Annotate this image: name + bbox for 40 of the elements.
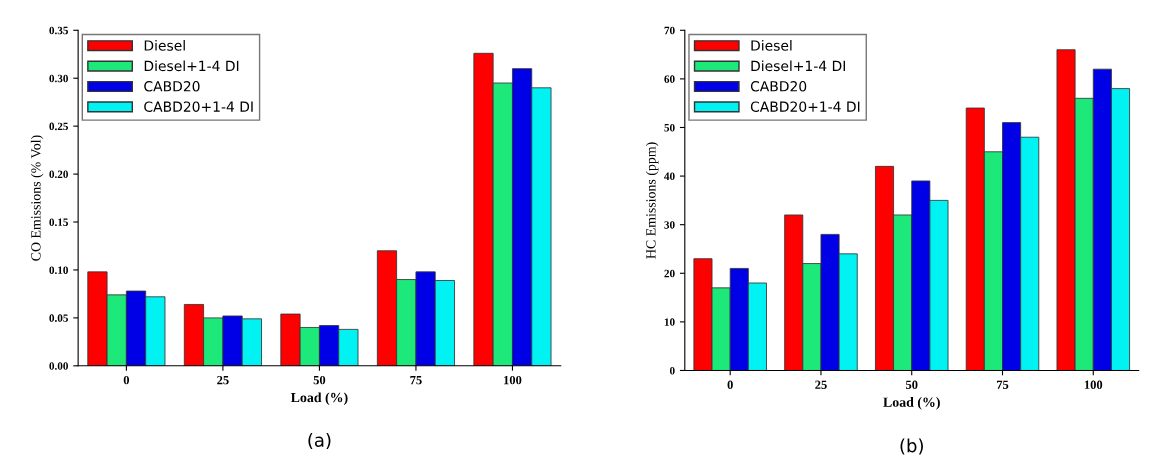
x-tick-label: 100: [504, 375, 522, 385]
y-tick-label: 0.35: [49, 26, 68, 35]
legend-label: CABD20+1-4 DI: [144, 101, 253, 112]
x-axis-title: Load (%): [290, 392, 348, 406]
text: (a): [308, 432, 331, 450]
legend-label: Diesel+1-4 DI: [751, 60, 845, 72]
y-tick-label: 0.10: [49, 266, 68, 274]
x-tick-label: 25: [217, 375, 229, 385]
y-tick-label: 10: [664, 318, 675, 326]
x-tick-label: 50: [905, 380, 918, 389]
y-tick-label: 30: [664, 221, 675, 229]
y-tick-label: 50: [664, 123, 675, 132]
legend-label: Diesel+1-4 DI: [144, 60, 239, 72]
y-axis-title: HC Emissions (ppm): [645, 142, 659, 259]
legend-label: CABD20: [750, 81, 807, 92]
legend-label: Diesel: [144, 40, 185, 51]
y-tick-label: 0.15: [49, 218, 68, 227]
y-tick-label: 20: [664, 269, 675, 278]
x-axis-title: Load (%): [883, 397, 940, 410]
x-tick-label: 50: [313, 375, 326, 385]
x-tick-label: 75: [410, 376, 422, 385]
x-tick-label: 75: [996, 380, 1009, 389]
legend-label: Diesel: [751, 40, 792, 51]
y-tick-label: 0.05: [49, 314, 68, 322]
y-tick-label: 0.30: [49, 74, 68, 83]
y-tick-label: 0.00: [49, 362, 68, 370]
x-tick-label: 100: [1084, 380, 1103, 389]
y-tick-label: 0: [669, 366, 675, 375]
legend-label: CABD20: [144, 81, 200, 92]
y-axis-title: CO Emissions (% Vol): [30, 135, 44, 261]
y-tick-label: 70: [664, 26, 675, 35]
x-tick-label: 0: [123, 375, 130, 385]
x-tick-label: 0: [727, 380, 733, 389]
legend-label: CABD20+1-4 DI: [750, 101, 860, 112]
x-tick-label: 25: [815, 380, 827, 389]
y-tick-label: 40: [664, 172, 675, 181]
text: (b): [900, 438, 923, 455]
y-tick-label: 60: [664, 75, 675, 83]
y-tick-label: 0.25: [49, 122, 68, 131]
y-tick-label: 0.20: [49, 170, 68, 179]
